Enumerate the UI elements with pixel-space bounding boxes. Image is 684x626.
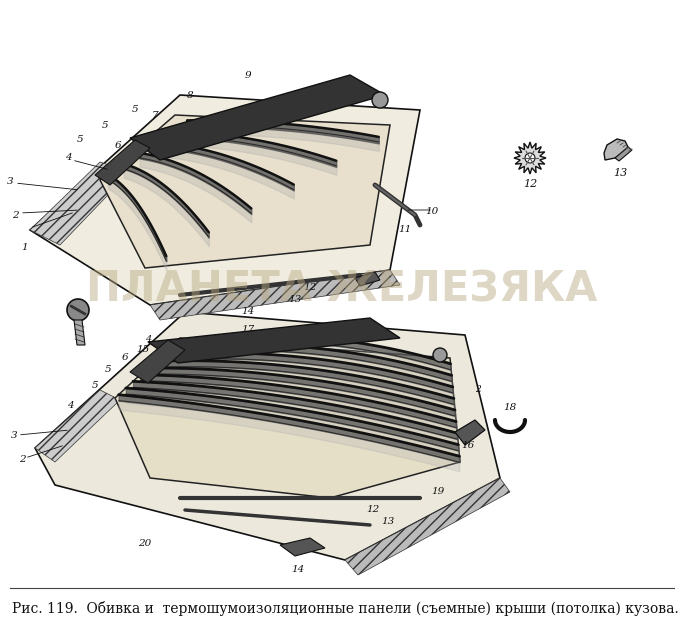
- Polygon shape: [74, 320, 85, 345]
- Polygon shape: [148, 318, 400, 363]
- Text: 15: 15: [136, 346, 150, 354]
- Text: 2: 2: [12, 210, 18, 220]
- Text: 16: 16: [462, 441, 475, 449]
- Text: 10: 10: [425, 207, 438, 217]
- Text: 14: 14: [291, 565, 304, 575]
- Polygon shape: [35, 312, 500, 560]
- Polygon shape: [30, 95, 420, 305]
- Text: 12: 12: [304, 284, 317, 292]
- Text: 17: 17: [241, 326, 254, 334]
- Text: 4: 4: [65, 153, 71, 163]
- Text: 1: 1: [22, 244, 28, 252]
- Text: Рис. 119.  Обивка и  термошумоизоляционные панели (съемные) крыши (потолка) кузо: Рис. 119. Обивка и термошумоизоляционные…: [12, 600, 679, 615]
- Text: 12: 12: [367, 506, 380, 515]
- Text: 7: 7: [152, 111, 158, 120]
- Text: 13: 13: [382, 518, 395, 526]
- Text: 14: 14: [241, 307, 254, 317]
- Text: 9: 9: [245, 71, 251, 80]
- Text: 20: 20: [138, 538, 152, 548]
- Polygon shape: [130, 75, 385, 160]
- Circle shape: [433, 348, 447, 362]
- Text: 5: 5: [92, 381, 98, 389]
- Polygon shape: [604, 139, 628, 160]
- Polygon shape: [615, 147, 632, 161]
- Text: 3: 3: [7, 178, 13, 187]
- Text: 3: 3: [11, 431, 17, 439]
- Text: 5: 5: [77, 135, 83, 145]
- Polygon shape: [355, 272, 380, 286]
- Polygon shape: [35, 390, 120, 462]
- Circle shape: [525, 153, 535, 163]
- Text: 18: 18: [503, 404, 516, 413]
- Polygon shape: [514, 142, 546, 174]
- Text: 6: 6: [122, 354, 129, 362]
- Polygon shape: [115, 338, 460, 498]
- Text: 2: 2: [475, 386, 481, 394]
- Circle shape: [67, 299, 89, 321]
- Text: 13: 13: [289, 295, 302, 304]
- Text: 5: 5: [105, 366, 111, 374]
- Text: 2: 2: [18, 456, 25, 464]
- Text: 19: 19: [432, 488, 445, 496]
- Text: 5: 5: [102, 120, 108, 130]
- Text: 8: 8: [187, 91, 194, 100]
- Polygon shape: [150, 270, 400, 320]
- Text: 4: 4: [145, 336, 151, 344]
- Polygon shape: [130, 340, 185, 383]
- Polygon shape: [30, 162, 130, 245]
- Polygon shape: [280, 538, 325, 556]
- Text: 4: 4: [66, 401, 73, 409]
- Text: 12: 12: [523, 179, 537, 189]
- Circle shape: [372, 92, 388, 108]
- Text: 6: 6: [115, 140, 121, 150]
- Polygon shape: [455, 420, 485, 445]
- Text: 5: 5: [132, 106, 138, 115]
- Text: 13: 13: [613, 168, 627, 178]
- Text: ПЛАНЕТА ЖЕЛЕЗЯКА: ПЛАНЕТА ЖЕЛЕЗЯКА: [86, 269, 598, 311]
- Text: 11: 11: [398, 225, 412, 235]
- Polygon shape: [100, 115, 390, 268]
- Polygon shape: [345, 478, 510, 575]
- Polygon shape: [95, 140, 150, 185]
